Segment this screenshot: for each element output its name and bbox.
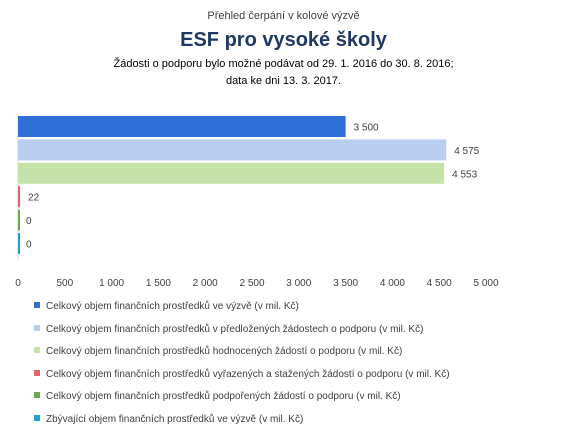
chart-note-data-date: data ke dni 13. 3. 2017. [226, 75, 341, 87]
x-tick-label: 2 000 [193, 278, 218, 289]
legend-swatch [34, 302, 40, 309]
bar [18, 233, 20, 254]
legend-swatch [34, 369, 40, 376]
bar [18, 209, 20, 231]
legend-label: Zbývající objem finančních prostředků ve… [46, 413, 304, 425]
bar-data-label: 4 575 [454, 146, 479, 157]
legend-item: Celkový objem finančních prostředků vyřa… [34, 364, 554, 387]
legend-item: Celkový objem finančních prostředků v př… [34, 319, 554, 342]
bar [18, 139, 447, 161]
x-tick-label: 0 [15, 278, 21, 289]
x-tick-label: 1 000 [99, 278, 124, 289]
legend-label: Celkový objem finančních prostředků vyřa… [46, 368, 450, 380]
chart-note-dates: Žádosti o podporu bylo možné podávat od … [113, 58, 454, 70]
x-tick-label: 2 500 [239, 278, 264, 289]
legend-item: Celkový objem finančních prostředků ve v… [34, 296, 554, 319]
x-tick-label: 3 000 [286, 278, 311, 289]
legend-swatch [34, 392, 40, 399]
legend-label: Celkový objem finančních prostředků v př… [46, 323, 424, 335]
bar [18, 186, 21, 208]
bar-data-label: 0 [26, 216, 32, 227]
x-tick-label: 3 500 [333, 278, 358, 289]
x-tick-label: 4 500 [427, 278, 452, 289]
legend-label: Celkový objem finančních prostředků podp… [46, 391, 401, 402]
x-tick-label: 4 000 [380, 278, 405, 289]
legend-item: Celkový objem finančních prostředků hodn… [34, 341, 554, 364]
legend-label: Celkový objem finančních prostředků hodn… [46, 346, 403, 357]
legend-item: Celkový objem finančních prostředků podp… [34, 386, 554, 409]
legend-swatch [34, 347, 40, 354]
bar-data-label: 0 [26, 240, 32, 251]
bar-data-label: 3 500 [354, 123, 379, 134]
legend-label: Celkový objem finančních prostředků ve v… [46, 301, 299, 312]
bar-data-label: 4 553 [452, 169, 477, 180]
bar-data-label: 22 [28, 193, 40, 204]
chart-legend: Celkový objem finančních prostředků ve v… [34, 296, 554, 431]
legend-item: Zbývající objem finančních prostředků ve… [34, 409, 554, 432]
x-tick-label: 1 500 [146, 278, 171, 289]
chart-title: ESF pro vysoké školy [180, 29, 387, 51]
x-tick-label: 5 000 [473, 278, 498, 289]
chart-supertitle: Přehled čerpání v kolové výzvě [207, 10, 360, 22]
bar [18, 116, 346, 137]
legend-swatch [34, 414, 40, 421]
legend-swatch [34, 324, 40, 331]
bar [18, 162, 445, 184]
x-tick-label: 500 [56, 278, 73, 289]
